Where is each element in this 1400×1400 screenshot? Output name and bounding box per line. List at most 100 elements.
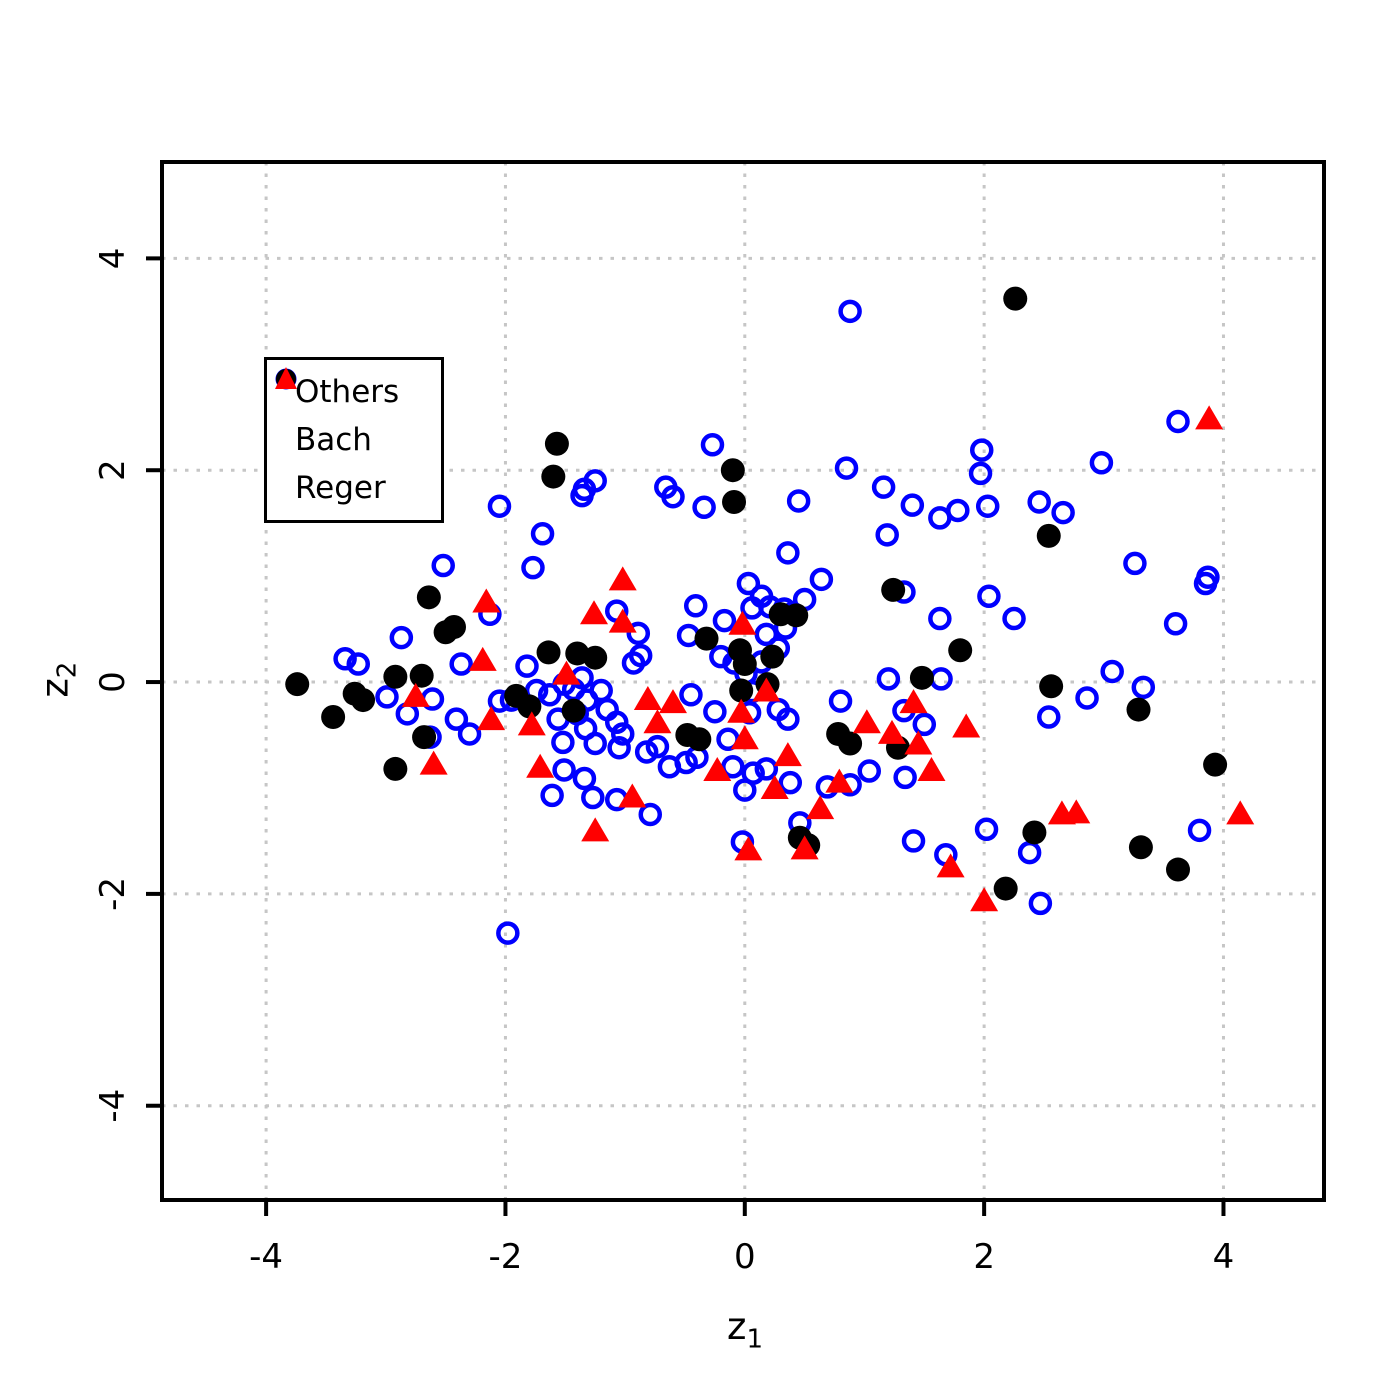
point-others [893, 765, 917, 790]
point-reger [790, 835, 819, 860]
y-axis-title: z2 [33, 661, 83, 698]
point-others [900, 493, 925, 517]
point-bach [1022, 820, 1047, 845]
point-others [712, 608, 737, 633]
point-others [946, 498, 970, 523]
point-others [1051, 500, 1075, 525]
point-reger [526, 753, 555, 778]
point-others [968, 461, 993, 486]
x-axis-title: z1 [727, 1305, 763, 1355]
point-reger [477, 706, 506, 731]
point-reger [658, 689, 687, 714]
point-reger [904, 730, 933, 755]
point-others [1131, 675, 1156, 700]
point-others [1028, 891, 1053, 916]
point-others [683, 594, 708, 618]
point-reger [952, 713, 981, 738]
point-bach [729, 678, 754, 703]
point-others [1037, 705, 1061, 729]
point-others [776, 541, 800, 565]
point-others [1075, 686, 1099, 710]
point-bach [409, 663, 434, 688]
point-others [540, 783, 564, 808]
point-bach [383, 664, 408, 689]
point-others [1002, 606, 1026, 631]
point-others [703, 699, 727, 724]
point-reger [580, 600, 609, 625]
point-bach [321, 705, 346, 730]
point-others [375, 685, 399, 709]
point-others [834, 456, 859, 480]
point-bach [732, 652, 757, 677]
point-bach [1036, 523, 1061, 548]
point-others [1163, 612, 1188, 636]
point-bach [722, 489, 747, 514]
x-tick-label: 2 [973, 1237, 995, 1277]
point-others [786, 489, 811, 513]
point-bach [1039, 674, 1064, 699]
point-reger [728, 610, 757, 635]
point-others [626, 621, 651, 646]
point-others [857, 759, 882, 783]
point-reger [877, 719, 906, 744]
point-reger [552, 660, 581, 685]
point-reger [618, 783, 647, 808]
point-others [589, 678, 613, 703]
point-reger [917, 756, 946, 781]
point-reger [1195, 405, 1224, 430]
point-bach [541, 464, 566, 489]
x-tick-label: 0 [734, 1237, 756, 1277]
point-others [610, 722, 635, 746]
point-others [570, 483, 594, 508]
point-bach [565, 641, 590, 666]
point-bach [416, 585, 441, 610]
point-reger [806, 795, 835, 820]
point-reger [643, 709, 672, 734]
point-reger [773, 742, 802, 767]
point-others [736, 571, 761, 596]
point-reger [899, 689, 928, 714]
legend-label-bach: Bach [295, 421, 372, 458]
point-others [828, 689, 853, 713]
point-others [621, 651, 646, 675]
point-reger [727, 698, 756, 723]
point-others [1100, 659, 1124, 684]
point-bach [561, 698, 586, 723]
point-others [333, 647, 357, 671]
legend: Others Bach Reger [264, 357, 444, 523]
point-bach [881, 577, 906, 602]
point-reger [1062, 799, 1091, 824]
y-tick-label: 0 [93, 671, 133, 693]
point-reger [936, 853, 965, 878]
point-reger [608, 566, 637, 591]
point-others [733, 778, 757, 802]
point-bach [694, 626, 719, 651]
point-others [975, 494, 1000, 518]
legend-label-others: Others [295, 373, 400, 410]
legend-item-bach: Bach [267, 369, 441, 461]
y-tick-label: 2 [93, 459, 133, 481]
point-bach [909, 665, 934, 690]
point-others [721, 755, 745, 779]
point-others [1089, 451, 1114, 475]
point-others [754, 757, 779, 781]
point-others [572, 766, 597, 791]
point-others [912, 712, 937, 737]
point-others [449, 652, 473, 676]
point-others [901, 829, 926, 853]
point-reger [517, 711, 546, 736]
point-reger [401, 682, 430, 707]
point-others [496, 921, 520, 945]
point-reger [730, 725, 759, 750]
point-bach [760, 644, 785, 669]
point-reger [852, 709, 881, 734]
point-bach [993, 876, 1018, 901]
point-bach [1203, 752, 1228, 777]
point-bach [838, 731, 863, 756]
point-bach [1003, 286, 1028, 311]
point-others [928, 606, 952, 631]
point-others [871, 475, 896, 499]
point-bach [412, 725, 437, 750]
